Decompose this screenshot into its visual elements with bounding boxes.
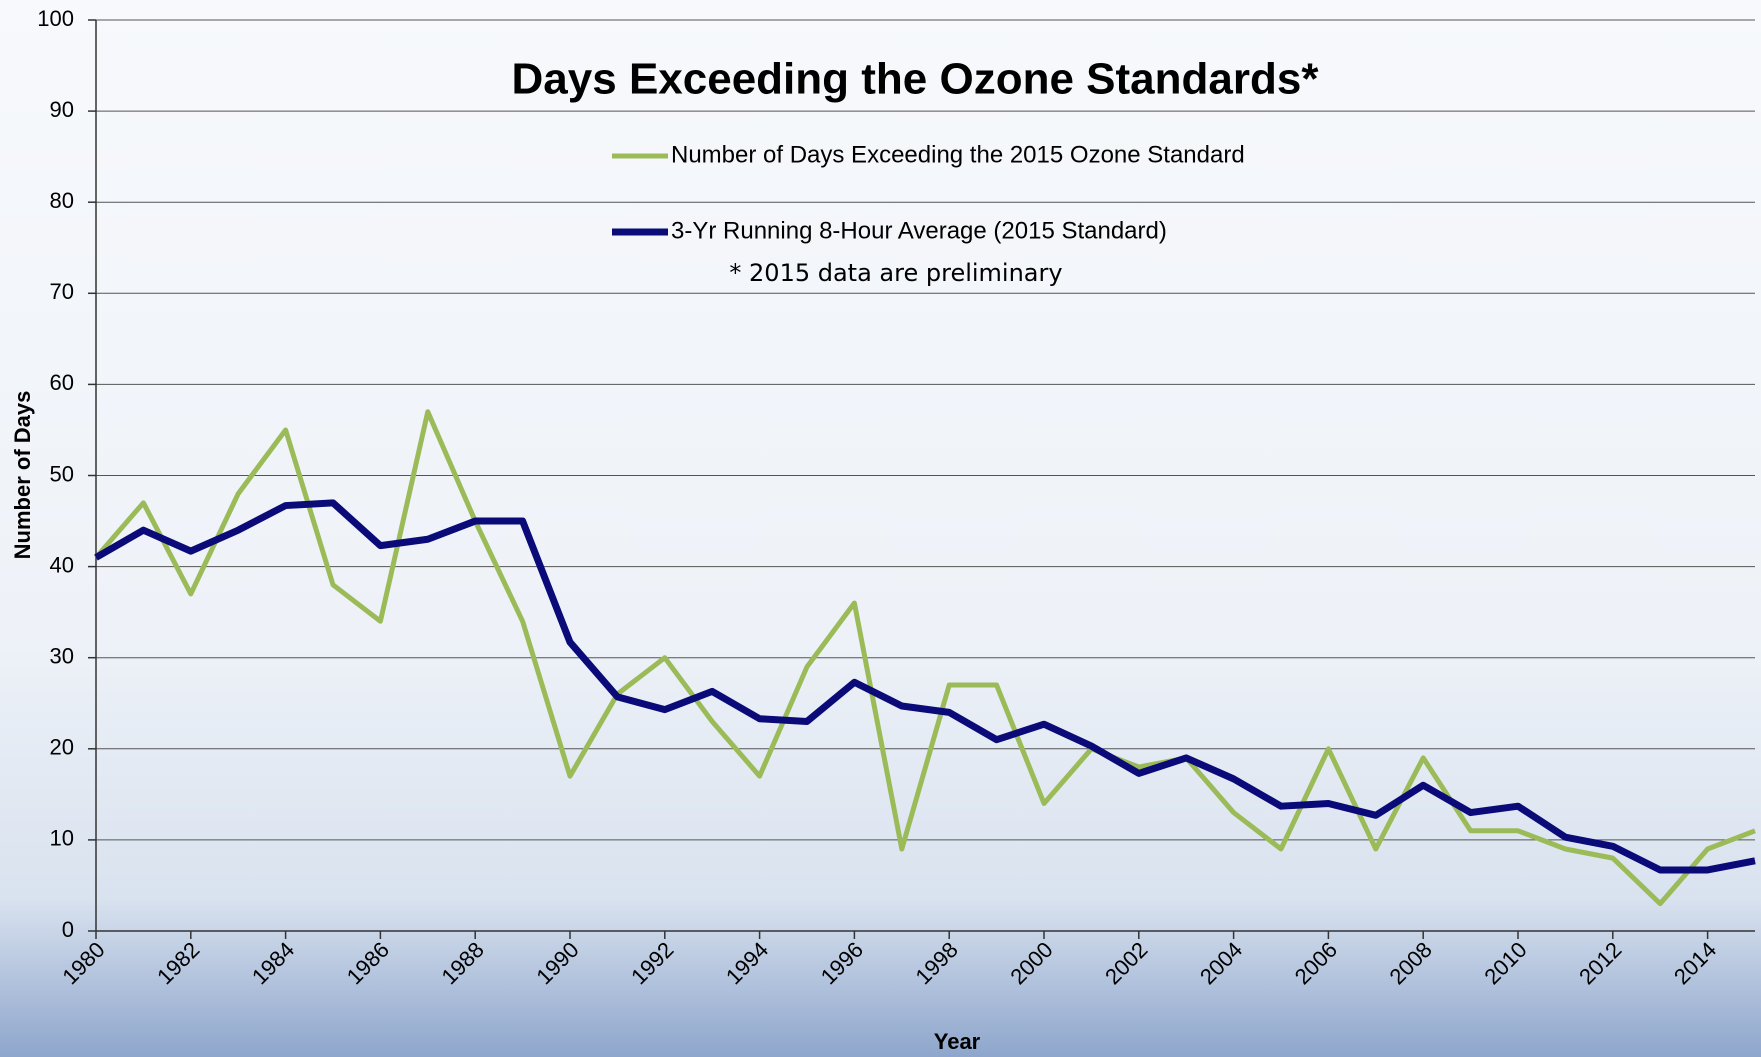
series-line: [94, 499, 1756, 874]
y-tick-label: 60: [50, 370, 74, 395]
legend-label: Number of Days Exceeding the 2015 Ozone …: [671, 141, 1245, 168]
annotation: * 2015 data are preliminary: [729, 259, 1062, 287]
y-axis-label: Number of Days: [10, 391, 35, 560]
y-tick-label: 100: [37, 6, 74, 31]
y-tick-label: 50: [50, 461, 74, 486]
chart-title: Days Exceeding the Ozone Standards*: [512, 55, 1320, 104]
y-tick-label: 80: [50, 188, 74, 213]
y-tick-label: 0: [62, 917, 74, 942]
y-tick-label: 10: [50, 826, 74, 851]
y-tick-label: 20: [50, 735, 74, 760]
series-line: [94, 409, 1756, 907]
x-axis-label: Year: [934, 1029, 981, 1054]
y-tick-label: 30: [50, 644, 74, 669]
y-tick-label: 90: [50, 97, 74, 122]
y-tick-label: 40: [50, 552, 74, 577]
legend-label: 3-Yr Running 8-Hour Average (2015 Standa…: [671, 217, 1167, 244]
y-tick-label: 70: [50, 279, 74, 304]
